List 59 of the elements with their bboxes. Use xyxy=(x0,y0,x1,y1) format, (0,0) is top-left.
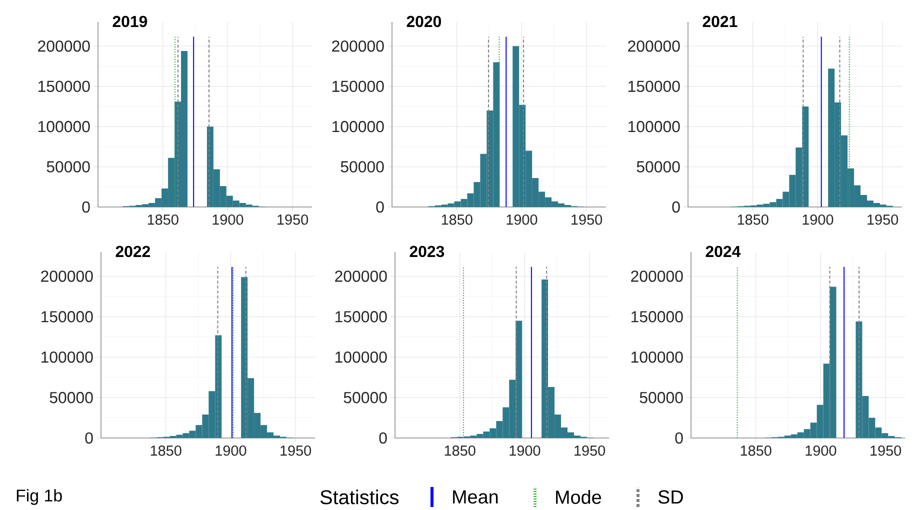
x-tick-label: 1950 xyxy=(574,446,606,456)
y-tick-label: 150000 xyxy=(628,80,680,92)
y-tick-label: 0 xyxy=(675,432,683,444)
y-tick-label: 0 xyxy=(82,201,90,213)
legend-title: Statistics xyxy=(320,490,399,504)
x-tick-label: 1850 xyxy=(740,446,772,456)
y-tick-label: 200000 xyxy=(631,270,683,282)
x-tick-label: 1900 xyxy=(216,446,246,456)
x-tick-label: 1950 xyxy=(280,446,312,456)
y-tick-label: 100000 xyxy=(38,120,90,132)
chart-title: 2020 xyxy=(406,16,442,28)
x-tick-label: 1900 xyxy=(212,214,244,225)
x-tick-label: 1850 xyxy=(738,214,768,225)
legend-label: Mean xyxy=(453,490,498,504)
x-tick-label: 1850 xyxy=(444,446,476,456)
y-tick-label: 100000 xyxy=(632,351,683,363)
y-tick-label: 150000 xyxy=(632,311,683,322)
caption: Fig 1b xyxy=(16,489,62,505)
y-tick-label: 150000 xyxy=(336,311,387,322)
y-tick-label: 150000 xyxy=(42,311,93,322)
x-tick-label: 1850 xyxy=(442,214,472,225)
chart-title: 2022 xyxy=(116,246,150,258)
chart-title: 2019 xyxy=(112,16,148,28)
y-tick-label: 50000 xyxy=(46,161,90,172)
y-tick-label: 100000 xyxy=(628,120,680,132)
x-tick-label: 1850 xyxy=(148,214,178,225)
y-tick-label: 150000 xyxy=(38,80,90,92)
y-tick-label: 50000 xyxy=(344,392,387,404)
x-tick-label: 1900 xyxy=(802,214,834,225)
x-tick-label: 1900 xyxy=(806,446,836,456)
x-tick-label: 1850 xyxy=(150,446,182,456)
y-tick-label: 0 xyxy=(379,432,387,444)
y-tick-label: 100000 xyxy=(332,120,384,132)
y-tick-label: 100000 xyxy=(42,351,93,363)
y-tick-label: 50000 xyxy=(640,392,683,404)
x-tick-label: 1900 xyxy=(510,446,540,456)
y-tick-label: 200000 xyxy=(332,40,384,52)
y-tick-label: 200000 xyxy=(41,270,93,282)
x-tick-label: 1950 xyxy=(868,214,898,225)
legend-label: SD xyxy=(658,490,683,504)
chart-title: 2021 xyxy=(702,16,738,28)
x-tick-label: 1900 xyxy=(506,214,538,225)
y-tick-label: 100000 xyxy=(336,351,387,363)
y-tick-label: 50000 xyxy=(636,161,680,172)
x-tick-label: 1950 xyxy=(278,214,308,225)
y-tick-label: 200000 xyxy=(628,40,680,52)
x-tick-label: 1950 xyxy=(870,446,902,456)
chart-title: 2023 xyxy=(410,246,444,258)
y-tick-label: 0 xyxy=(376,201,384,213)
y-tick-label: 0 xyxy=(85,432,93,444)
y-tick-label: 200000 xyxy=(38,40,90,52)
legend-label: Mode xyxy=(556,490,602,504)
y-tick-label: 0 xyxy=(672,201,680,213)
y-tick-label: 200000 xyxy=(335,270,387,282)
y-tick-label: 50000 xyxy=(340,161,384,172)
x-tick-label: 1950 xyxy=(572,214,602,225)
y-tick-label: 150000 xyxy=(332,80,384,92)
chart-title: 2024 xyxy=(706,246,741,258)
y-tick-label: 50000 xyxy=(50,392,93,404)
